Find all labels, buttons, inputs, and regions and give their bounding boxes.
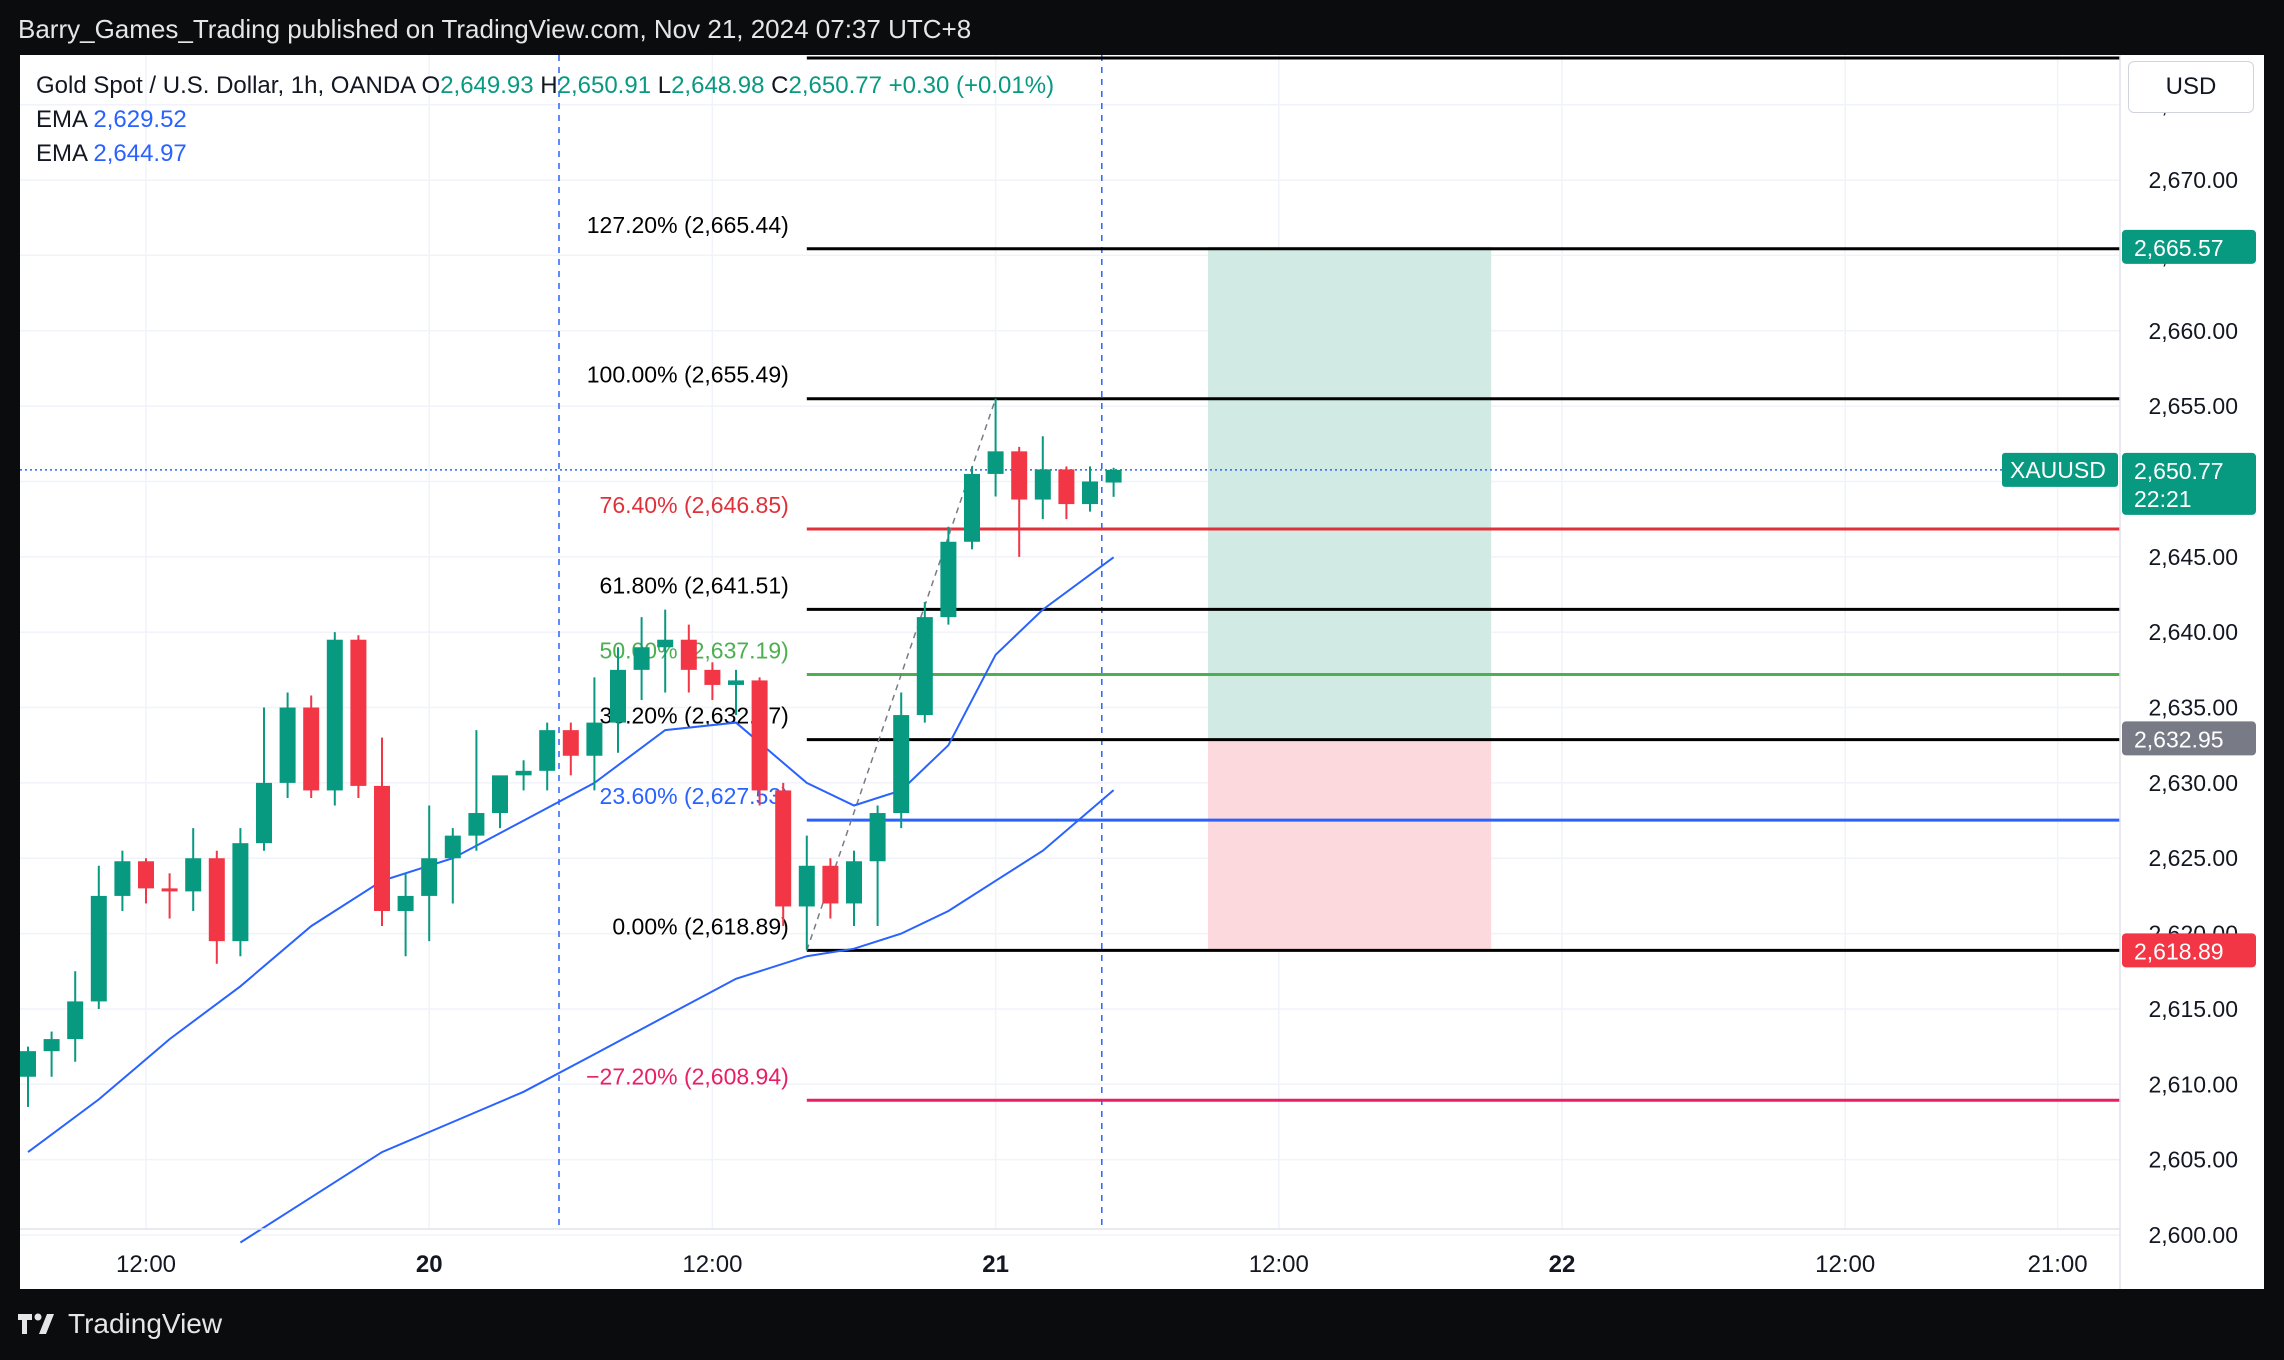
time-tick-label: 21 [982,1251,1009,1278]
candle-body [846,861,862,904]
price-tag-label: 2,632.95 [2134,726,2224,752]
fib-level-label: 100.00% (2,655.49) [587,362,789,388]
fib-level-label: 0.00% (2,618.89) [612,913,788,939]
price-tag-label: 2,618.89 [2134,938,2224,964]
time-tick-label: 12:00 [682,1251,742,1278]
candle-body [90,895,107,1002]
price-tick-label: 2,640.00 [2148,619,2238,645]
candle-body [964,473,980,542]
candle-body [728,680,744,685]
price-tick-label: 2,655.00 [2148,393,2238,419]
candle-body [704,669,721,685]
price-tag-stop [2122,933,2256,968]
price-tick-label: 2,605.00 [2148,1147,2238,1173]
candle-body [43,1039,60,1052]
candle-body [610,669,626,723]
candle-body [1034,469,1051,500]
candle-body [185,858,202,892]
candle-body [444,835,461,859]
candle-body [421,858,438,896]
price-tick-label: 2,670.00 [2148,167,2238,193]
candle-body [67,1001,84,1040]
time-tick-label: 20 [416,1251,443,1278]
candle-body [798,865,815,907]
position-stop-zone [1208,738,1492,951]
candle-body [515,770,532,776]
candle-body [1011,451,1028,500]
candle-body [680,639,697,670]
fib-level-label: −27.20% (2,608.94) [586,1063,789,1089]
candle-body [138,861,154,889]
candle-body [256,782,272,844]
time-tick-label: 12:00 [1815,1251,1875,1278]
price-tick-label: 2,660.00 [2148,318,2238,344]
fib-level-label: 127.20% (2,665.44) [587,212,789,238]
time-tick-label: 21:00 [2028,1251,2088,1278]
brand-name: TradingView [68,1308,223,1339]
time-tick-label: 12:00 [1249,1251,1309,1278]
candle-body [20,1051,36,1077]
price-tag-label: 2,665.57 [2134,235,2224,261]
price-tick-label: 2,635.00 [2148,695,2238,721]
price-tick-label: 2,600.00 [2148,1222,2238,1248]
position-target-zone [1208,246,1492,739]
price-tick-label: 2,615.00 [2148,996,2238,1022]
time-tick-label: 22 [1549,1251,1576,1278]
price-tag-entry [2122,721,2256,756]
price-tag-target [2122,229,2256,264]
candle-body [161,888,178,892]
candle-body [586,722,603,756]
candle-body [468,813,485,836]
candle-body [893,715,910,814]
candle-body [303,707,320,791]
price-tick-label: 2,610.00 [2148,1071,2238,1097]
candle-body [114,861,131,896]
candle-body [232,843,249,942]
candle-body [940,541,957,618]
countdown-label: 22:21 [2134,486,2192,512]
current-price-tag [2122,452,2256,515]
candle-body [916,617,933,716]
tradingview-logo-icon [18,1313,54,1334]
fib-level-label: 61.80% (2,641.51) [600,572,789,598]
candle-body [1082,481,1098,505]
candle-body [822,865,839,904]
time-tick-label: 12:00 [116,1251,176,1278]
ema-fast-line [27,556,1115,1153]
candlestick-chart[interactable]: 161.80% (2,678.10)127.20% (2,665.44)100.… [20,55,2264,1289]
chart-panel[interactable]: 161.80% (2,678.10)127.20% (2,665.44)100.… [20,55,2264,1289]
candle-body [539,730,556,771]
candle-body [279,707,296,783]
symbol-tag [2002,452,2118,487]
candle-body [1105,469,1122,483]
candle-body [492,775,508,814]
ema-slow-line [239,789,1115,1244]
candle-body [633,647,650,670]
candle-body [397,895,414,911]
current-price-label: 2,650.77 [2134,458,2224,484]
candle-body [775,790,792,907]
candle-body [208,858,225,942]
price-tick-label: 2,625.00 [2148,845,2238,871]
currency-button[interactable]: USD [2128,61,2254,113]
candle-body [751,680,768,791]
publish-info: Barry_Games_Trading published on Trading… [18,14,972,44]
price-tick-label: 2,645.00 [2148,544,2238,570]
candle-body [374,785,390,911]
candle-body [869,813,886,862]
candle-body [657,639,674,648]
candle-body [1058,469,1075,505]
fib-level-label: 76.40% (2,646.85) [600,492,789,518]
candle-body [350,639,367,786]
candle-body [326,639,343,791]
candle-body [987,451,1004,474]
price-tick-label: 2,630.00 [2148,770,2238,796]
brand[interactable]: TradingView [18,1308,222,1340]
symbol-tag-label: XAUUSD [2010,457,2106,483]
candle-body [562,730,579,756]
